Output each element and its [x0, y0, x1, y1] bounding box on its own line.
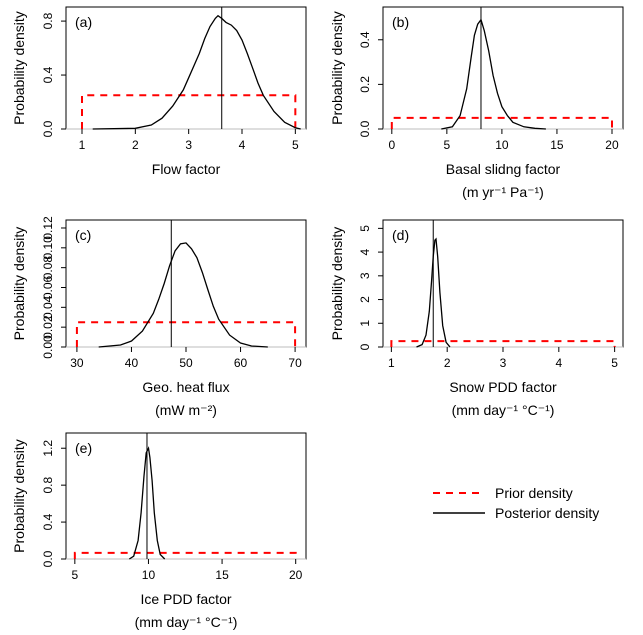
- panel-label: (b): [392, 14, 409, 30]
- y-axis-label: Probability density: [11, 11, 27, 125]
- panel-b: 0.0 0.2 0.4 0 5 10 15 20 Probability density Basa…: [329, 6, 624, 200]
- x-tick-label: 1: [79, 138, 86, 152]
- panel-label: (e): [75, 440, 92, 456]
- posterior-density-line: [98, 242, 268, 348]
- posterior-density-line: [441, 18, 546, 130]
- y-tick-label: 0.4: [41, 66, 55, 83]
- x-tick-label: 5: [444, 138, 451, 152]
- x-tick-label: 2: [444, 356, 451, 370]
- y-tick-label: 4: [358, 248, 372, 255]
- x-axis-units: (m yr⁻¹ Pa⁻¹): [462, 184, 544, 200]
- y-tick-label: 0.12: [41, 216, 55, 240]
- panel-d: 0 1 2 3 4 5 1 2 3 4 5 Probability density Snow PDD f…: [329, 219, 624, 418]
- x-tick-label: 2: [132, 138, 139, 152]
- x-axis-units: (mm day⁻¹ °C⁻¹): [135, 614, 238, 630]
- x-tick-label: 5: [611, 356, 618, 370]
- x-axis-units: (mm day⁻¹ °C⁻¹): [452, 402, 555, 418]
- plot-frame: [65, 6, 307, 130]
- y-tick-label: 0.08: [41, 256, 55, 280]
- plot-frame: [382, 219, 624, 348]
- x-tick-label: 10: [495, 138, 509, 152]
- x-tick-label: 20: [605, 138, 619, 152]
- y-tick-label: 1.2: [41, 440, 55, 457]
- x-tick-label: 0: [388, 138, 395, 152]
- plot-frame: [382, 6, 624, 130]
- y-tick-label: 2: [358, 296, 372, 303]
- y-tick-label: 0.0: [41, 120, 55, 137]
- y-axis-label: Probability density: [11, 227, 27, 341]
- y-tick-label: 0.06: [41, 275, 55, 299]
- x-axis-label: Basal slidng factor: [446, 161, 561, 177]
- posterior-density-line: [128, 446, 166, 560]
- y-tick-label: 0.4: [358, 31, 372, 48]
- legend-posterior-label: Posterior density: [495, 505, 599, 521]
- y-tick-label: 0.0: [358, 120, 372, 137]
- x-tick-label: 4: [239, 138, 246, 152]
- y-tick-label: 0.8: [41, 476, 55, 493]
- x-axis-label: Snow PDD factor: [449, 379, 557, 395]
- y-tick-label: 0.04: [41, 295, 55, 319]
- y-tick-label: 3: [358, 272, 372, 279]
- x-tick-label: 3: [500, 356, 507, 370]
- x-tick-label: 50: [179, 356, 193, 370]
- legend: Prior density Posterior density: [433, 485, 599, 521]
- x-tick-label: 30: [70, 356, 84, 370]
- plot-frame: [65, 432, 307, 560]
- x-axis-label: Geo. heat flux: [142, 379, 229, 395]
- prior-density-line: [81, 94, 297, 129]
- panel-label: (c): [75, 227, 91, 243]
- x-tick-label: 20: [289, 568, 303, 582]
- posterior-density-line: [92, 14, 301, 130]
- prior-density-line: [390, 340, 616, 347]
- x-tick-label: 70: [288, 356, 302, 370]
- y-tick-label: 0.00: [41, 335, 55, 359]
- x-tick-label: 1: [388, 356, 395, 370]
- prior-density-line: [73, 551, 297, 559]
- legend-prior-label: Prior density: [495, 485, 573, 501]
- y-tick-label: 0.0: [41, 550, 55, 567]
- x-axis-label: Ice PDD factor: [140, 591, 231, 607]
- panel-label: (d): [392, 227, 409, 243]
- posterior-density-line: [416, 237, 451, 348]
- y-tick-label: 5: [358, 225, 372, 232]
- x-tick-label: 5: [292, 138, 299, 152]
- y-axis-label: Probability density: [329, 227, 345, 341]
- y-tick-label: 0.2: [358, 76, 372, 93]
- x-tick-label: 40: [125, 356, 139, 370]
- prior-density-line: [390, 116, 613, 129]
- y-tick-label: 0.10: [41, 236, 55, 260]
- y-axis-label: Probability density: [329, 11, 345, 125]
- x-tick-label: 15: [215, 568, 229, 582]
- panel-a: 0.0 0.4 0.8 1 2 3 4 5 Probability density Flow fa…: [11, 6, 307, 177]
- x-axis-units: (mW m⁻²): [155, 402, 217, 418]
- y-axis-label: Probability density: [11, 439, 27, 553]
- panel-label: (a): [75, 14, 92, 30]
- x-axis-label: Flow factor: [152, 161, 221, 177]
- x-tick-label: 10: [142, 568, 156, 582]
- panel-c: 0.000.020.040.060.080.100.12 30 40 50 60 70 Pr…: [11, 216, 307, 418]
- panel-e: 0.0 0.4 0.8 1.2 5 10 15 20 Probability density Ic…: [11, 432, 307, 630]
- y-tick-label: 1: [358, 320, 372, 327]
- y-tick-label: 0.4: [41, 513, 55, 530]
- x-tick-label: 3: [185, 138, 192, 152]
- x-tick-label: 15: [550, 138, 564, 152]
- panels: 0.0 0.4 0.8 1 2 3 4 5 Probability density Flow fa…: [11, 6, 624, 630]
- y-tick-label: 0: [358, 343, 372, 350]
- x-tick-label: 5: [71, 568, 78, 582]
- plot-frame: [65, 219, 307, 348]
- x-tick-label: 4: [555, 356, 562, 370]
- y-tick-label: 0.8: [41, 12, 55, 29]
- x-tick-label: 60: [234, 356, 248, 370]
- y-tick-label: 0.02: [41, 315, 55, 339]
- prior-density-line: [75, 321, 297, 347]
